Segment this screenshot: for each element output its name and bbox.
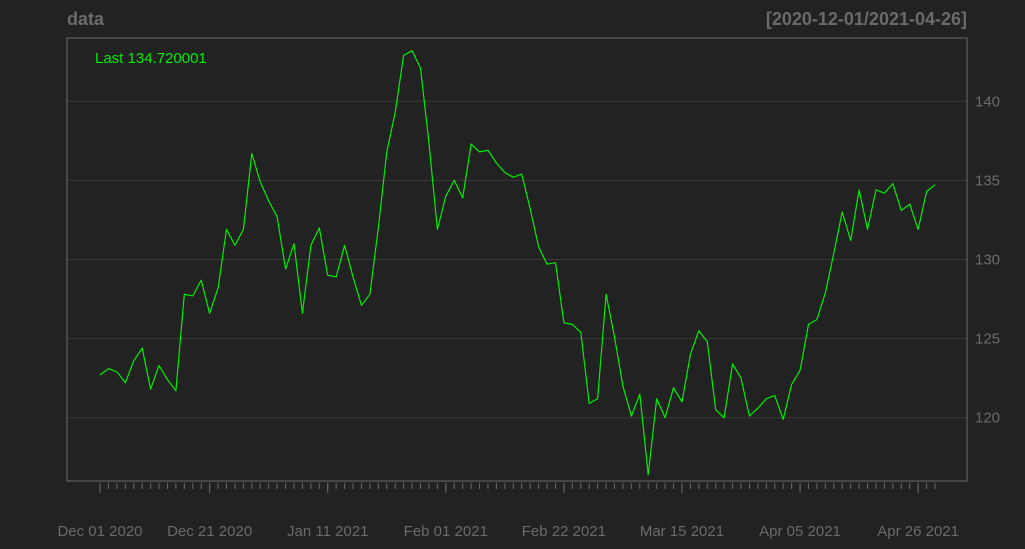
x-tick-label: Mar 15 2021 [640, 523, 724, 540]
x-tick-label: Feb 01 2021 [404, 523, 488, 540]
x-tick-label: Apr 26 2021 [877, 523, 959, 540]
x-tick-label: Jan 11 2021 [287, 523, 368, 540]
x-tick-label: Apr 05 2021 [759, 523, 841, 540]
y-tick-label: 140 [975, 93, 1000, 110]
chart-title: data [67, 9, 105, 29]
x-tick-label: Feb 22 2021 [522, 523, 606, 540]
y-tick-label: 135 [975, 172, 1000, 189]
plot-frame [66, 37, 968, 482]
x-tick-label: Dec 01 2020 [57, 523, 142, 540]
y-tick-label: 120 [975, 410, 1000, 427]
x-tick-label: Dec 21 2020 [167, 523, 252, 540]
series-line [99, 50, 936, 476]
last-value-label: Last 134.720001 [95, 50, 207, 67]
y-tick-label: 130 [975, 252, 1000, 269]
date-range-label: [2020-12-01/2021-04-26] [765, 9, 967, 29]
y-tick-label: 125 [975, 331, 1000, 348]
